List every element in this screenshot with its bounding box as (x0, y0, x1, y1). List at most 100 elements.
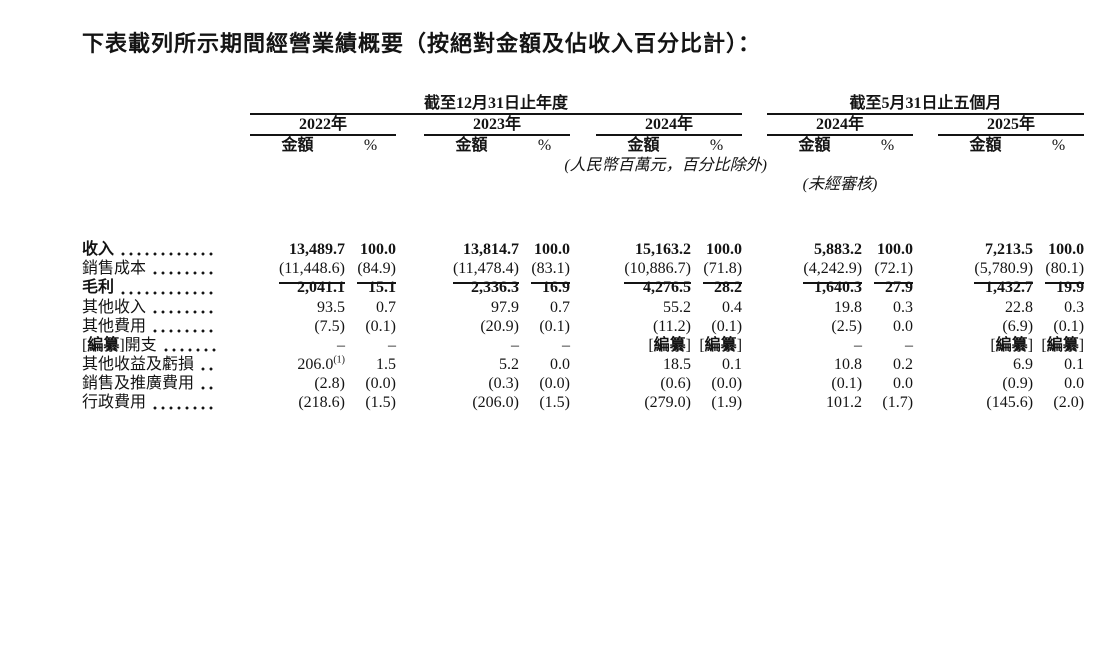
percent-cell: (0.1) (519, 317, 570, 336)
dot-leader (153, 264, 216, 279)
cell-value: (72.1) (874, 260, 914, 285)
cell-value: [編纂] (699, 336, 743, 354)
cell-value: 5,883.2 (814, 240, 863, 258)
column-gap (396, 298, 424, 317)
column-gap (913, 336, 938, 355)
dot-leader (153, 302, 216, 317)
amount-cell: (0.3) (424, 374, 519, 393)
percent-header: % (709, 137, 724, 155)
percent-cell: 0.0 (519, 355, 570, 374)
cell-value: 100.0 (534, 240, 570, 258)
cell-value: (0.1) (539, 317, 570, 335)
amount-cell: (218.6) (250, 393, 345, 412)
row-label-text: 銷售及推廣費用 (82, 375, 195, 393)
percent-cell: (1.5) (519, 393, 570, 412)
row-other-gains-losses: 其他收益及虧損 206.0(1) 1.5 5.2 0.0 18.5 0.1 10.8 0.2 6.… (82, 354, 1084, 375)
amount-cell: 2,041.1 (250, 278, 345, 297)
cell-value: 0.1 (1064, 356, 1085, 374)
cell-value: (2.0) (1053, 394, 1085, 412)
amount-cell: 10.8 (767, 355, 862, 374)
cell-value: (279.0) (644, 394, 691, 412)
cell-value: – (337, 336, 345, 354)
amount-cell: (11,448.6) (250, 259, 345, 285)
column-gap (913, 135, 938, 155)
amount-cell: (0.9) (938, 374, 1033, 393)
row-gross-profit: 毛利 2,041.1 15.1 2,336.3 16.9 4,276.5 28.2 1,640… (82, 278, 1084, 298)
row-label: 銷售及推廣費用 (82, 374, 250, 394)
period-header-row: 截至12月31日止年度 截至5月31日止五個月 (82, 94, 1085, 116)
subheader-row: 金額 % 金額 % 金額 % 金額 % 金額 % (82, 135, 1084, 155)
cell-value: 16.9 (542, 279, 570, 297)
percent-cell: 0.1 (1033, 355, 1084, 374)
cell-value: (5,780.9) (974, 260, 1034, 285)
percent-cell: 100.0 (345, 194, 396, 259)
cell-value: 100.0 (360, 240, 396, 258)
percent-cell: 0.0 (862, 317, 913, 336)
cell-value: 1.5 (376, 356, 396, 374)
column-gap (742, 278, 767, 297)
amount-cell: (206.0) (424, 393, 519, 412)
cell-value: 1,640.3 (814, 279, 863, 297)
column-gap (396, 135, 424, 155)
column-gap (913, 114, 938, 135)
amount-cell: (11.2) (596, 317, 691, 336)
currency-note-row: (人民幣百萬元，百分比除外) (82, 156, 1084, 175)
column-gap (742, 374, 767, 393)
row-label: 其他收益及虧損 (82, 355, 250, 375)
cell-value: 27.9 (885, 279, 914, 297)
cell-value: (2.5) (831, 317, 863, 335)
group-gap (742, 94, 767, 114)
percent-cell: (0.1) (691, 317, 742, 336)
cell-value: 0.0 (1064, 375, 1085, 393)
percent-cell: 100.0 (862, 194, 913, 259)
cell-value: (80.1) (1045, 260, 1085, 285)
row-label-text: 行政費用 (82, 394, 147, 412)
cell-value: 13,814.7 (463, 240, 519, 258)
amount-cell: 18.5 (596, 355, 691, 374)
unaudited-note-row: (未經審核) (82, 175, 1084, 194)
amount-cell: 4,276.5 (596, 278, 691, 297)
amount-cell: 1,432.7 (938, 278, 1033, 297)
amount-cell: 55.2 (596, 298, 691, 317)
column-gap (742, 393, 767, 412)
cell-value: 206.0(1) (297, 354, 345, 374)
footnote-ref: (1) (333, 354, 345, 366)
percent-header: % (537, 137, 552, 155)
percent-header: % (363, 137, 378, 155)
percent-cell: (0.0) (519, 374, 570, 393)
cell-value: (0.0) (711, 375, 743, 393)
cell-value: 6.9 (1013, 356, 1034, 374)
percent-cell: [編纂] (1033, 336, 1084, 355)
percent-cell: 100.0 (691, 194, 742, 259)
dot-leader (153, 398, 216, 413)
column-gap (913, 317, 938, 336)
cell-value: 2,041.1 (297, 279, 345, 297)
percent-cell: (1.5) (345, 393, 396, 412)
column-gap (570, 336, 596, 355)
percent-header: % (880, 137, 895, 155)
cell-value: (218.6) (298, 394, 345, 412)
percent-cell: – (519, 336, 570, 355)
percent-cell: (0.1) (345, 317, 396, 336)
cell-value: (0.9) (1002, 375, 1034, 393)
amount-cell: 93.5 (250, 298, 345, 317)
column-gap (396, 259, 424, 278)
cell-value: (10,886.7) (624, 260, 691, 285)
percent-cell: – (862, 336, 913, 355)
percent-cell: 19.9 (1033, 278, 1084, 297)
column-gap (742, 114, 767, 135)
cell-value: 19.8 (834, 298, 863, 316)
amount-cell: (0.1) (767, 374, 862, 393)
cell-value: 13,489.7 (289, 240, 345, 258)
cell-value: 100.0 (706, 240, 743, 258)
row-label-text: 其他收入 (82, 298, 147, 316)
row-label-text: [編纂]開支 (82, 336, 157, 354)
amount-cell: 2,336.3 (424, 278, 519, 297)
cell-value: (0.1) (711, 317, 743, 335)
row-label: 其他費用 (82, 317, 250, 336)
cell-value: 0.1 (722, 356, 743, 374)
dot-leader (201, 379, 216, 394)
cell-value: 0.2 (893, 356, 914, 374)
cell-value: (20.9) (480, 317, 519, 335)
cell-value: (0.1) (831, 375, 863, 393)
